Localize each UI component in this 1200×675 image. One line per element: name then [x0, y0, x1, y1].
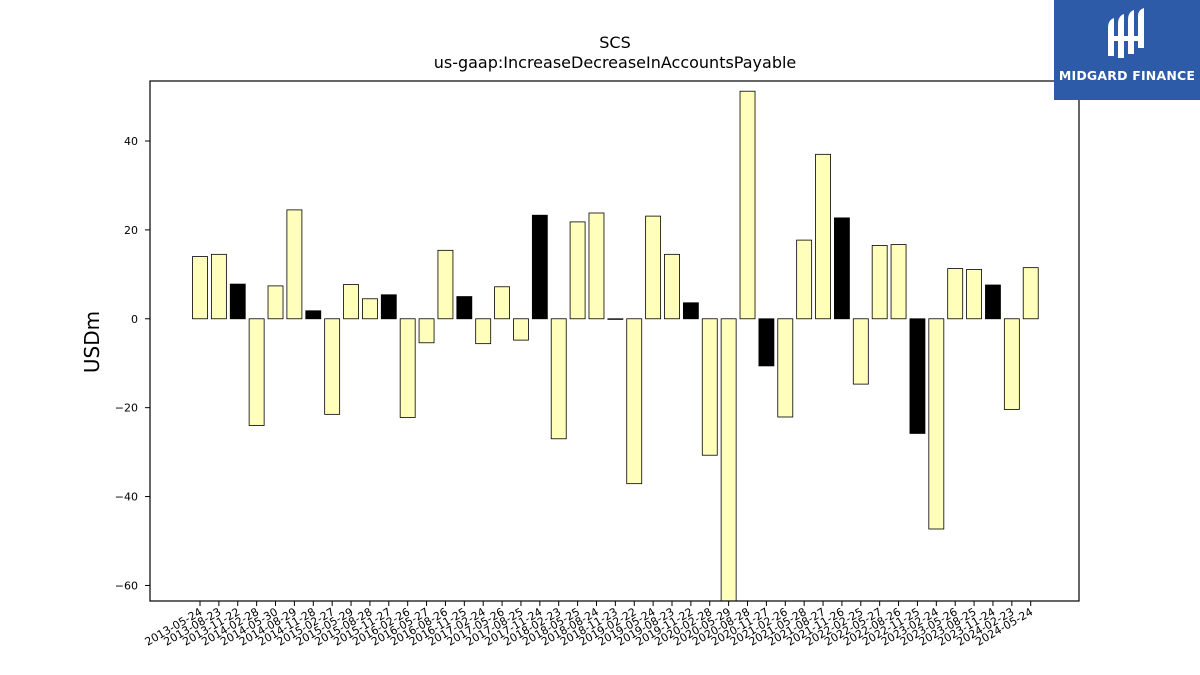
bar-2014-11-28	[305, 310, 322, 320]
bar-2017-11-24	[531, 214, 548, 320]
bar-2020-05-29	[720, 318, 737, 602]
bar-2019-05-24	[645, 215, 662, 320]
y-tick-label: 20	[124, 224, 138, 237]
y-tick-label: −40	[115, 491, 138, 504]
bar-2022-11-25	[909, 318, 926, 434]
bar-2017-02-24	[475, 318, 492, 345]
chart-subtitle: us-gaap:IncreaseDecreaseInAccountsPayabl…	[434, 53, 797, 72]
bar-2019-08-23	[664, 253, 680, 320]
bar-2015-08-28	[362, 298, 378, 320]
bar-2015-02-27	[324, 318, 341, 415]
chart-title: SCS	[599, 33, 630, 52]
bar-2019-02-22	[626, 318, 643, 485]
bar-2016-08-26	[437, 249, 454, 320]
plot-frame	[149, 80, 1080, 602]
bar-2018-11-23	[607, 318, 624, 320]
bar-2023-02-24	[928, 318, 945, 530]
bar-2015-05-29	[343, 284, 359, 320]
bar-2014-02-28	[248, 318, 265, 426]
brand-name: MIDGARD FINANCE	[1058, 68, 1196, 83]
bar-2013-05-24	[192, 256, 208, 320]
bar-2021-08-27	[815, 153, 831, 320]
bar-2018-08-24	[588, 212, 605, 320]
brand-logo: MIDGARD FINANCE	[1054, 0, 1200, 100]
bar-2018-05-25	[569, 221, 586, 320]
bar-2021-11-26	[834, 217, 850, 320]
bar-2013-11-22	[229, 283, 246, 320]
bar-2023-05-26	[947, 268, 964, 320]
bar-2016-11-25	[456, 296, 473, 320]
bar-2021-05-28	[796, 239, 813, 320]
bar-2023-08-25	[966, 269, 982, 320]
bar-2017-05-26	[494, 286, 510, 320]
y-tick-label: 0	[131, 313, 138, 326]
bar-2016-05-27	[418, 318, 435, 344]
bar-2020-11-27	[758, 318, 775, 367]
bar-2019-11-22	[682, 302, 699, 320]
bar-2013-08-23	[210, 253, 227, 320]
bar-2024-05-24	[1022, 267, 1039, 320]
bar-2014-05-30	[267, 285, 284, 320]
bar-2021-02-26	[777, 318, 794, 418]
bar-2024-02-23	[1003, 318, 1020, 410]
y-tick-label: −60	[115, 579, 138, 592]
bar-2014-08-29	[286, 209, 303, 320]
bar-2015-11-27	[380, 294, 397, 320]
bar-2017-08-25	[513, 318, 529, 341]
bar-2022-02-25	[852, 318, 869, 385]
midgard-logo-icon	[1108, 8, 1144, 58]
bar-2023-11-24	[985, 284, 1001, 320]
bar-2016-02-26	[399, 318, 416, 418]
y-tick-label: −20	[115, 402, 138, 415]
y-tick-label: 40	[124, 135, 138, 148]
bar-2020-02-28	[701, 318, 718, 456]
bar-2018-02-23	[550, 318, 567, 440]
y-axis-label: USDm	[80, 311, 104, 373]
bar-2022-05-27	[871, 245, 888, 320]
bar-2020-08-28	[739, 90, 756, 320]
bar-2022-08-26	[890, 244, 907, 320]
